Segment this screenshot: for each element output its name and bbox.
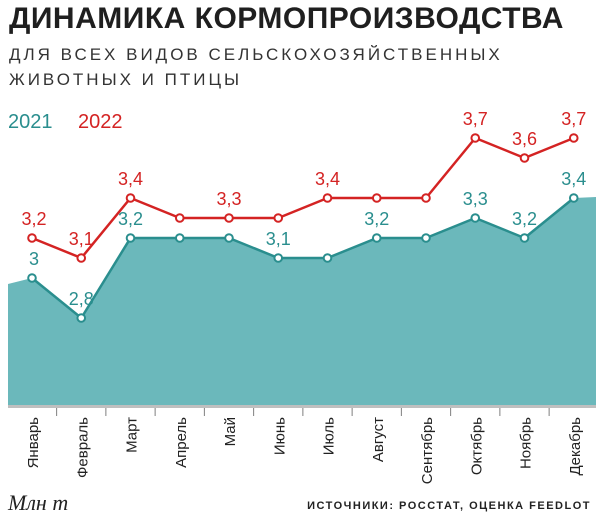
point-2022	[568, 133, 579, 143]
x-tick-label: Сентябрь	[419, 417, 436, 484]
area-2021	[8, 197, 596, 405]
point-2021	[174, 233, 185, 243]
data-label-2022: 3,6	[512, 129, 537, 149]
unit-label: Млн т	[8, 490, 69, 515]
data-label-2022: 3,4	[315, 169, 340, 189]
data-label-2021: 3,2	[364, 209, 389, 229]
x-tick-label: Ноябрь	[518, 417, 535, 469]
data-label-2021: 3,1	[266, 229, 291, 249]
x-tick-label: Июнь	[271, 417, 288, 455]
point-2021	[27, 273, 37, 283]
chart-title: ДИНАМИКА КОРМОПРОИЗВОДСТВА	[9, 2, 564, 35]
point-2022	[27, 233, 37, 243]
x-tick-label: Апрель	[173, 417, 190, 468]
point-2022	[322, 193, 333, 203]
data-label-2021: 3	[29, 249, 39, 269]
data-label-2021: 3,2	[512, 209, 537, 229]
x-tick-label: Октябрь	[468, 417, 485, 475]
x-tick-label: Декабрь	[567, 417, 584, 476]
point-2021	[470, 213, 481, 223]
x-tick-label: Май	[222, 417, 239, 446]
data-label-2022: 3,7	[561, 109, 586, 129]
point-2022	[76, 253, 87, 263]
x-tick-label: Июль	[321, 417, 338, 455]
data-label-2022: 3,3	[216, 189, 241, 209]
point-2021	[371, 233, 382, 243]
x-tick-label: Январь	[25, 417, 42, 469]
point-2022	[421, 193, 431, 203]
point-2021	[273, 253, 284, 263]
point-2022	[273, 213, 284, 223]
data-label-2022: 3,2	[21, 209, 46, 229]
data-label-2021: 3,3	[463, 189, 488, 209]
line-chart: Январь Февраль Март Апрель Май Июнь Июль Август…	[8, 109, 596, 484]
legend-2021: 2021	[8, 111, 53, 133]
point-2022	[519, 153, 530, 163]
line-2021	[31, 197, 575, 320]
data-label-2021: 3,4	[561, 169, 586, 189]
data-label-2021: 2,8	[69, 289, 94, 309]
data-label-2021: 3,2	[118, 209, 143, 229]
point-2021	[322, 253, 333, 263]
legend-2022: 2022	[78, 111, 123, 133]
point-2022	[470, 133, 481, 143]
data-label-2022: 3,1	[69, 229, 94, 249]
data-label-2022: 3,7	[463, 109, 488, 129]
point-2021	[224, 233, 234, 243]
line-2022	[31, 136, 575, 260]
point-2021	[421, 233, 431, 243]
point-2021	[519, 233, 530, 243]
chart-subtitle: ДЛЯ ВСЕХ ВИДОВ СЕЛЬСКОХОЗЯЙСТВЕННЫХ ЖИВО…	[9, 45, 503, 89]
point-2021	[125, 233, 136, 243]
x-tick-label: Август	[370, 417, 387, 462]
data-label-2022: 3,4	[118, 169, 143, 189]
source-note: ИСТОЧНИКИ: РОССТАТ, ОЦЕНКА FEEDLOT	[307, 500, 591, 512]
point-2022	[224, 213, 234, 223]
point-2022	[371, 193, 382, 203]
point-2022	[125, 193, 136, 203]
point-2021	[568, 193, 579, 203]
x-tick-label: Март	[124, 417, 141, 453]
x-axis-line	[8, 405, 596, 408]
point-2022	[174, 213, 185, 223]
x-tick-label: Февраль	[74, 417, 91, 478]
point-2021	[76, 313, 87, 323]
